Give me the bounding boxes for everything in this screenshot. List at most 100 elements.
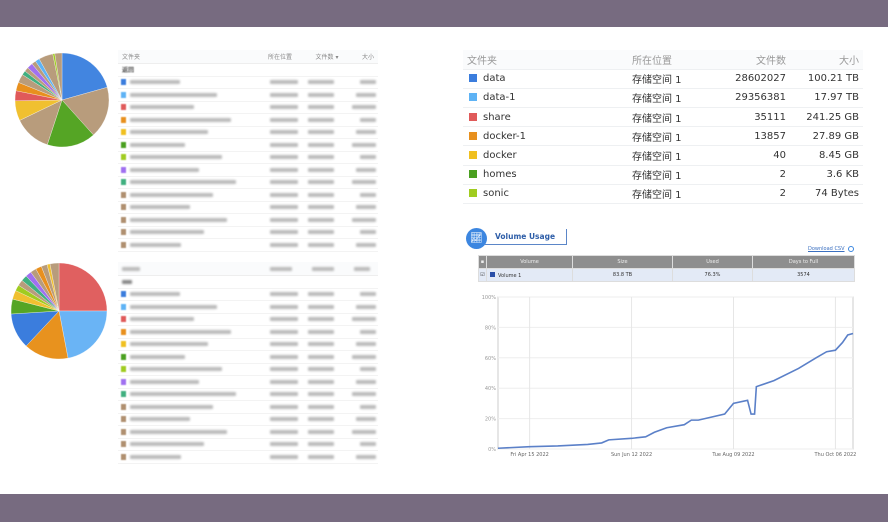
header-size[interactable]: 大小 <box>790 50 863 70</box>
folder-color-swatch <box>121 129 126 136</box>
folder-file-count: 28602027 <box>710 69 790 89</box>
folder-color-swatch <box>469 151 477 160</box>
folder-color-swatch <box>121 428 126 435</box>
blurred-folder-row[interactable] <box>118 289 378 301</box>
blurred-folder-row[interactable] <box>118 139 378 152</box>
folder-location: 存储空间 1 <box>628 126 710 147</box>
folder-color-swatch <box>121 241 126 248</box>
header-size[interactable]: 大小 <box>361 54 374 61</box>
pie-slice <box>61 52 108 101</box>
blurred-folder-row[interactable] <box>118 152 378 164</box>
blurred-folder-row[interactable] <box>118 339 378 351</box>
blurred-folder-row[interactable] <box>118 164 378 177</box>
back-link[interactable]: 返回 <box>122 67 135 75</box>
header-folder[interactable]: 文件夹 <box>463 50 628 70</box>
folder-location: 存储空间 1 <box>628 184 710 205</box>
folder-name: sonic <box>483 188 509 200</box>
blurred-folder-row[interactable] <box>118 451 378 464</box>
x-tick-label: Thu Oct 06 2022 <box>813 452 856 458</box>
header-file-count[interactable]: 文件数 ▾ <box>315 54 339 61</box>
folder-color-swatch <box>121 416 126 423</box>
folder-color-swatch <box>121 91 126 98</box>
header-folder[interactable]: 文件夹 <box>122 54 141 61</box>
header-location[interactable]: 所在位置 <box>268 54 293 61</box>
header-used[interactable]: Used <box>672 255 753 269</box>
volume-row[interactable]: ☑ Volume 1 83.8 TB 76.3% 3574 <box>478 268 855 282</box>
header-file-count[interactable]: 文件数 <box>710 50 790 70</box>
folder-color-swatch <box>121 391 126 398</box>
folder-location: 存储空间 1 <box>628 69 710 89</box>
folder-row[interactable]: homes 存储空间 1 2 3.6 KB <box>463 165 863 185</box>
blurred-folder-row[interactable] <box>118 389 378 401</box>
folder-color-swatch <box>121 366 126 373</box>
blurred-folder-row[interactable] <box>118 189 378 202</box>
blurred-folder-row[interactable] <box>118 127 378 139</box>
blurred-folder-row[interactable] <box>118 214 378 227</box>
folder-table: 文件夹 所在位置 文件数 大小 data 存储空间 1 28602027 100… <box>463 50 863 205</box>
volume-usage-title: Volume Usage <box>485 229 567 245</box>
download-icon[interactable] <box>848 246 854 252</box>
folder-file-count: 13857 <box>710 126 790 147</box>
blurred-folder-row[interactable] <box>118 376 378 389</box>
blurred-folder-row[interactable] <box>118 439 378 451</box>
folder-row[interactable]: docker 存储空间 1 40 8.45 GB <box>463 145 863 166</box>
pie-slice <box>58 262 108 312</box>
pie-slice <box>58 310 108 359</box>
chart-icon: 📈︎ <box>466 228 487 249</box>
header-location[interactable]: 所在位置 <box>628 50 710 70</box>
download-csv-link[interactable]: Download CSV <box>808 246 845 252</box>
folder-name: docker-1 <box>483 130 526 142</box>
blurred-folder-row[interactable] <box>118 227 378 239</box>
folder-color-swatch <box>121 316 126 323</box>
usage-line <box>497 332 854 450</box>
blurred-folder-row[interactable] <box>118 77 378 89</box>
volume-checkbox[interactable]: ☑ <box>478 268 487 282</box>
blurred-folder-row[interactable] <box>118 177 378 189</box>
folder-size: 100.21 TB <box>790 69 863 89</box>
folder-name: data <box>483 73 506 85</box>
folder-row[interactable]: data 存储空间 1 28602027 100.21 TB <box>463 69 863 89</box>
folder-file-count: 40 <box>710 145 790 166</box>
blurred-folder-row[interactable] <box>118 351 378 364</box>
blurred-folder-row[interactable] <box>118 239 378 252</box>
header-days-to-full[interactable]: Days to Full <box>752 255 855 269</box>
pie-slice <box>61 87 110 136</box>
folder-size: 17.97 TB <box>790 88 863 109</box>
y-tick-label: 20% <box>485 417 496 423</box>
folder-row[interactable]: sonic 存储空间 1 2 74 Bytes <box>463 184 863 205</box>
y-tick-label: 60% <box>485 356 496 362</box>
pie-slice <box>49 262 60 312</box>
folder-size-pie-chart <box>14 52 110 148</box>
header-size[interactable]: Size <box>572 255 673 269</box>
folder-file-count: 29356381 <box>710 88 790 109</box>
folder-color-swatch <box>121 116 126 123</box>
folder-location: 存储空间 1 <box>628 165 710 185</box>
blurred-folder-row[interactable] <box>118 114 378 127</box>
folder-color-swatch <box>121 179 126 186</box>
blurred-folder-row[interactable] <box>118 202 378 214</box>
folder-color-swatch <box>121 191 126 198</box>
volume-color-swatch <box>490 271 495 277</box>
blurred-folder-row[interactable] <box>118 301 378 314</box>
blurred-folder-row[interactable] <box>118 89 378 102</box>
folder-color-swatch <box>121 166 126 173</box>
blurred-folder-row[interactable] <box>118 414 378 426</box>
blurred-folder-row[interactable] <box>118 326 378 339</box>
plot-area <box>497 296 854 450</box>
blurred-folder-row[interactable] <box>118 364 378 376</box>
blurred-folder-row[interactable] <box>118 314 378 326</box>
blurred-folder-row[interactable] <box>118 401 378 414</box>
volume-grid: ▪ Volume Size Used Days to Full ☑ Volume… <box>478 255 855 282</box>
blurred-folder-row[interactable] <box>118 102 378 114</box>
folder-row[interactable]: data-1 存储空间 1 29356381 17.97 TB <box>463 88 863 109</box>
folder-size: 27.89 GB <box>790 126 863 147</box>
folder-size: 241.25 GB <box>790 107 863 128</box>
folder-location: 存储空间 1 <box>628 145 710 166</box>
volume-days-to-full: 3574 <box>752 268 855 282</box>
folder-row[interactable]: docker-1 存储空间 1 13857 27.89 GB <box>463 126 863 147</box>
blurred-folder-row[interactable] <box>118 426 378 439</box>
header-volume[interactable]: Volume <box>486 255 573 269</box>
folder-name: docker <box>483 150 517 162</box>
folder-row[interactable]: share 存储空间 1 35111 241.25 GB <box>463 107 863 128</box>
select-all-checkbox[interactable]: ▪ <box>478 255 487 269</box>
